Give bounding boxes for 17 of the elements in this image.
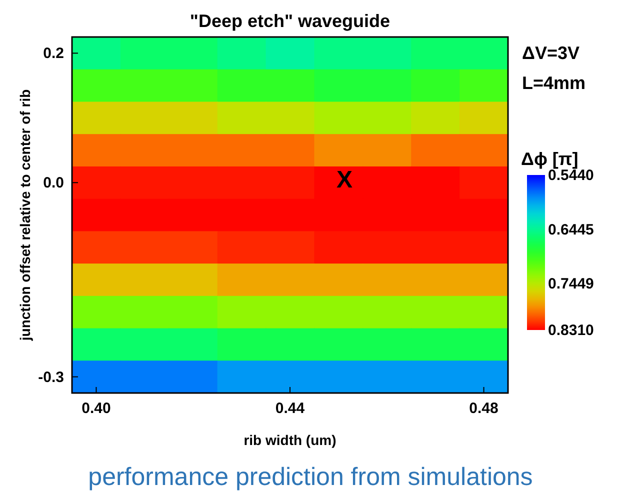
text: L=4mm (522, 73, 586, 93)
y-tick-label: 0.0 (43, 174, 64, 192)
x-tick-label: 0.40 (82, 400, 111, 417)
x-tick-label: 0.44 (275, 400, 306, 417)
color-bar-title: Δϕ [π] (521, 149, 578, 169)
color-bar-label: 0.8310 (548, 322, 594, 339)
text: ΔV=3V (522, 43, 580, 63)
y-tick-label: 0.2 (43, 45, 64, 62)
chart-title: "Deep etch" waveguide (190, 11, 390, 31)
text: performance prediction from simulations (88, 463, 533, 491)
y-tick-label: -0.3 (38, 368, 64, 386)
y-axis-title: junction offset relative to center of rib (17, 89, 33, 342)
color-bar-label: 0.6445 (548, 221, 594, 238)
x-tick-label: 0.48 (469, 400, 498, 417)
annotation: X (336, 166, 353, 194)
x-axis-title: rib width (um) (244, 432, 336, 448)
color-bar-label: 0.7449 (548, 276, 594, 292)
